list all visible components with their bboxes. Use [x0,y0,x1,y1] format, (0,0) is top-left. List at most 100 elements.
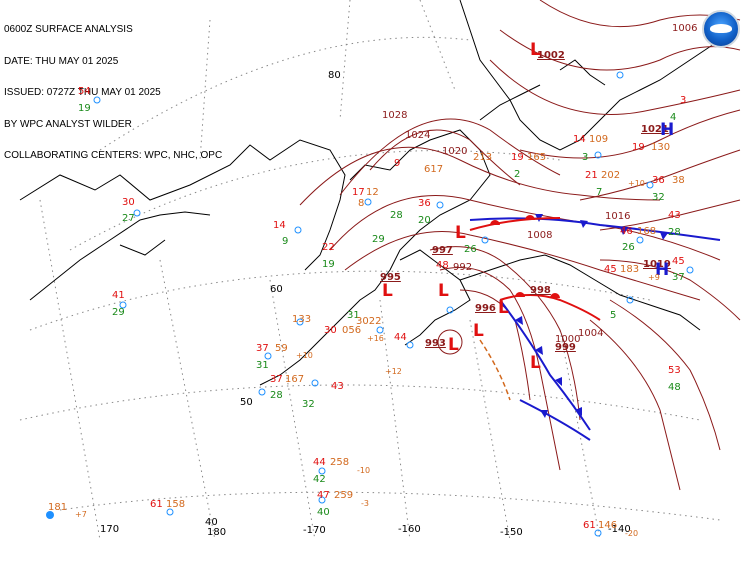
low-center-symbol: L [448,335,459,355]
station-dot [46,511,54,519]
grid-label-lon-m140: -140 [608,524,631,535]
pressure-tendency: +7 [75,510,87,519]
high-center-symbol: H [655,260,669,280]
high-center-symbol: H [660,120,674,140]
grid-label-lat-40: 40 [205,517,218,528]
grid-label-lon-180: 180 [207,527,226,538]
isobars [299,0,741,491]
low-center-symbol: L [498,298,509,318]
high-pressure-value: 1021 [641,124,669,135]
station-temp: 37 [270,374,283,385]
station-pressure: 133 [292,314,311,325]
trough-line [479,339,511,401]
station-dewpoint: 5 [610,310,616,321]
grid-label-lon-m170: -170 [303,525,326,536]
header-date: DATE: THU MAY 01 2025 [4,55,119,67]
station-dewpoint: 3 [582,152,588,163]
station-dewpoint: 37 [672,272,685,283]
pressure-tendency: -10 [357,466,370,475]
station-pressure: 59 [275,343,288,354]
station-temp: 22 [322,242,335,253]
isobar-label: 1028 [382,110,407,121]
station-pressure: 130 [651,142,670,153]
station-temp: 45 [604,264,617,275]
graticule [19,0,721,541]
station-dewpoint: 48 [668,382,681,393]
low-pressure-value: 999 [555,342,576,353]
station-dewpoint: 27 [122,213,135,224]
station-temp: 14 [573,134,586,145]
station-pressure: 181 [48,502,67,513]
station-temp: 30 [122,197,135,208]
station-pressure: 146 [598,520,617,531]
station-dewpoint: 19 [78,103,91,114]
low-center-symbol: L [382,281,393,301]
isobar-label: 1004 [578,328,603,339]
station-dewpoint: 28 [390,210,403,221]
station-pressure: 3022 [356,316,381,327]
high-pressure-value: 1019 [643,259,671,270]
pressure-tendency: -3 [361,499,369,508]
isobar-label: 1006 [672,23,697,34]
grid-label-lon-m150: -150 [500,527,523,538]
station-dewpoint: 42 [313,474,326,485]
station-temp: 45 [672,256,685,267]
station-pressure: 259 [334,490,353,501]
station-dewpoint: 32 [302,399,315,410]
station-pressure: 165 [527,152,546,163]
station-temp: 17 [352,187,365,198]
station-temp: 43 [668,210,681,221]
station-dewpoint: 2 [514,169,520,180]
station-temp: 37 [256,343,269,354]
pressure-tendency: +12 [385,367,402,376]
station-dewpoint: 20 [418,215,431,226]
isobar-label: 1016 [605,211,630,222]
station-dewpoint: 29 [372,234,385,245]
station-dewpoint: 29 [112,307,125,318]
header-issued: ISSUED: 0727Z THU MAY 01 2025 [4,87,161,98]
station-pressure: 056 [342,325,361,336]
station-dewpoint: 28 [270,390,283,401]
pressure-tendency: +10 [296,351,313,360]
pressure-tendency: -20 [625,529,638,538]
noaa-logo-icon [702,10,740,48]
station-dewpoint: 7 [596,187,602,198]
station-dewpoint: 19 [322,259,335,270]
low-center-symbol: L [530,353,541,373]
station-dewpoint: 9 [282,236,288,247]
warm-front [469,215,601,321]
low-pressure-value: 993 [425,338,446,349]
station-temp: 44 [313,457,326,468]
pressure-tendency: +10 [628,179,645,188]
header-analyst: BY WPC ANALYST WILDER [4,118,132,130]
isobar-label: 1000 [555,334,580,345]
grid-label-lat-50: 50 [240,397,253,408]
station-dewpoint: 28 [668,227,681,238]
station-temp: 14 [273,220,286,231]
station-pressure: 158 [166,499,185,510]
station-pressure: 183 [620,264,639,275]
station-dewpoint: 31 [256,360,269,371]
analysis-header: 0600Z SURFACE ANALYSIS DATE: THU MAY 01 … [4,4,222,172]
low-pressure-value: 996 [475,303,496,314]
pressure-tendency: +9 [648,273,660,282]
station-temp: 44 [394,332,407,343]
station-temp: 46 [620,226,633,237]
low-pressure-value: 997 [432,245,453,256]
station-temp: 36 [418,198,431,209]
station-dewpoint: 40 [317,507,330,518]
station-markers [93,71,694,537]
station-temp: 54 [78,86,91,97]
station-dewpoint: 4 [670,112,676,123]
station-temp: 61 [583,520,596,531]
station-temp: 47 [317,490,330,501]
station-temp: 43 [331,381,344,392]
station-dewpoint: 32 [652,192,665,203]
low-pressure-value: 1002 [537,50,565,61]
station-temp: 19 [511,152,524,163]
station-pressure: 213 [473,152,492,163]
low-center-symbol: L [530,40,541,60]
station-temp: 19 [632,142,645,153]
isobar-label: 1024 [405,130,430,141]
